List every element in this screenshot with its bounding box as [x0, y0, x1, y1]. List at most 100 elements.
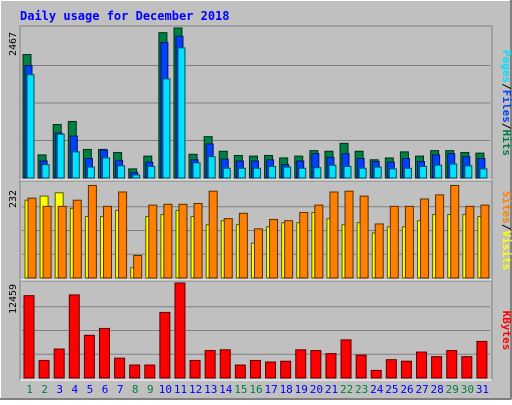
legend-part: Sites: [500, 191, 512, 224]
x-day-label: 20: [310, 383, 323, 396]
bar-kbytes-day-24: [370, 369, 382, 379]
bar-kbytes-day-1: [23, 295, 35, 379]
bar-kbytes-day-25: [385, 359, 397, 379]
bar-pages-day-15: [237, 167, 246, 179]
bar-kbytes-day-5: [83, 334, 95, 379]
panel-ylabel: Sites/Visits: [500, 191, 512, 271]
bar-pages-day-3: [56, 133, 65, 179]
bar-sites-day-27: [420, 198, 430, 279]
bar-sites-day-6: [102, 205, 112, 279]
x-day-label: 16: [249, 383, 262, 396]
bar-sites-day-5: [87, 184, 97, 279]
x-day-label: 23: [355, 383, 368, 396]
panel-ylabel: Pages/Files/Hits: [500, 50, 512, 156]
bar-kbytes-day-13: [204, 350, 216, 379]
bar-sites-day-19: [299, 211, 309, 279]
legend-part: /: [500, 83, 512, 90]
bar-kbytes-day-9: [144, 364, 156, 379]
bar-sites-day-1: [27, 197, 37, 279]
panel-max-label: 2467: [8, 32, 19, 56]
legend-part: Visits: [500, 231, 512, 271]
bar-pages-day-12: [192, 162, 201, 179]
bar-kbytes-day-10: [159, 311, 171, 379]
bar-sites-day-8: [133, 254, 143, 279]
bar-kbytes-day-26: [400, 360, 412, 379]
bar-pages-day-6: [101, 157, 110, 179]
x-day-label: 9: [147, 383, 154, 396]
legend-part: Hits: [500, 130, 512, 157]
series-sites: [27, 184, 490, 279]
bar-sites-day-30: [465, 205, 475, 279]
bar-sites-day-29: [450, 184, 460, 279]
legend-part: KBytes: [500, 311, 512, 351]
bar-kbytes-day-17: [265, 361, 277, 379]
bar-kbytes-day-4: [68, 294, 80, 379]
bar-sites-day-23: [359, 195, 369, 279]
bar-pages-day-5: [86, 166, 95, 179]
bar-pages-day-21: [328, 164, 337, 179]
bar-kbytes-day-18: [280, 360, 292, 379]
bar-pages-day-18: [283, 166, 292, 179]
x-day-label: 17: [264, 383, 277, 396]
bar-pages-day-2: [41, 164, 50, 179]
bar-sites-day-22: [344, 190, 354, 279]
bar-pages-day-4: [71, 151, 80, 179]
series-kbytes: [23, 282, 488, 379]
bar-sites-day-15: [238, 212, 248, 279]
bar-sites-day-4: [72, 199, 82, 279]
series-pages: [26, 47, 488, 179]
bar-pages-day-14: [222, 167, 231, 179]
bar-kbytes-day-21: [325, 353, 337, 379]
bar-sites-day-18: [284, 220, 294, 279]
bar-kbytes-day-12: [189, 359, 201, 379]
bar-sites-day-17: [269, 218, 279, 279]
x-day-label: 29: [446, 383, 459, 396]
bar-pages-day-30: [464, 165, 473, 179]
bar-kbytes-day-19: [295, 349, 307, 379]
x-day-label: 6: [102, 383, 109, 396]
bar-sites-day-26: [404, 205, 414, 279]
x-day-label: 3: [56, 383, 63, 396]
x-day-label: 19: [295, 383, 308, 396]
x-day-label: 2: [41, 383, 48, 396]
x-day-label: 4: [72, 383, 79, 396]
panel-2: 232 Sites/Visits: [8, 180, 512, 281]
panel-max-label: 232: [8, 190, 19, 208]
x-day-label: 15: [234, 383, 247, 396]
bar-kbytes-day-30: [461, 356, 473, 379]
bar-sites-day-3: [57, 205, 67, 279]
bar-pages-day-16: [252, 167, 261, 179]
bar-pages-day-9: [147, 165, 156, 179]
x-day-label: 5: [87, 383, 94, 396]
bar-sites-day-24: [374, 223, 384, 279]
bar-kbytes-day-27: [416, 351, 428, 379]
x-day-label: 1: [26, 383, 33, 396]
bar-kbytes-day-7: [114, 357, 126, 379]
x-day-label: 10: [159, 383, 172, 396]
x-axis-labels: 1 2 3 4 5 6 7 8 9 10 11 12 13 14 15 16 17 18 19 20 21 22 23 24 2…: [26, 383, 489, 396]
bar-sites-day-21: [329, 191, 339, 279]
x-day-label: 27: [415, 383, 428, 396]
bar-sites-day-25: [389, 205, 399, 279]
x-day-label: 13: [204, 383, 217, 396]
x-day-label: 11: [174, 383, 187, 396]
bar-kbytes-day-11: [174, 282, 186, 379]
panel-3: 12459 KBytes: [8, 280, 512, 381]
x-day-label: 31: [476, 383, 489, 396]
bar-pages-day-13: [207, 156, 216, 179]
bar-pages-day-26: [403, 167, 412, 179]
bar-kbytes-day-2: [38, 359, 50, 379]
bar-pages-day-31: [479, 168, 488, 179]
bar-kbytes-day-3: [53, 348, 65, 379]
bar-sites-day-31: [480, 204, 490, 279]
bar-kbytes-day-15: [234, 364, 246, 379]
legend-part: /: [500, 123, 512, 130]
bar-pages-day-28: [434, 164, 443, 179]
bar-sites-day-11: [178, 203, 188, 279]
bar-pages-day-23: [358, 167, 367, 179]
bar-sites-day-2: [42, 205, 52, 279]
bar-kbytes-day-6: [98, 327, 110, 379]
